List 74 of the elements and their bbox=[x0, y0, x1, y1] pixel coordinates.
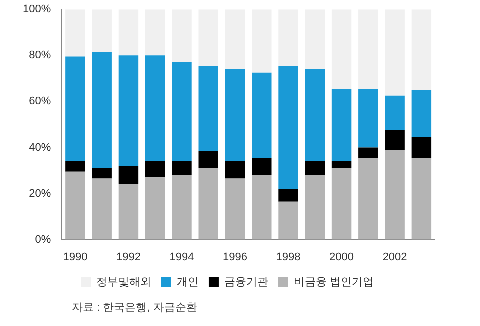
bar bbox=[225, 178, 246, 240]
bar bbox=[278, 10, 298, 66]
bar bbox=[385, 96, 405, 130]
x-tick-label: 1990 bbox=[63, 251, 88, 264]
x-tick-label: 1992 bbox=[116, 251, 141, 264]
bar bbox=[145, 178, 166, 240]
bar bbox=[66, 56, 86, 162]
bar bbox=[385, 130, 405, 150]
bar bbox=[225, 162, 246, 179]
bar bbox=[305, 10, 326, 70]
x-tick-label: 1998 bbox=[276, 251, 301, 264]
bar bbox=[225, 69, 246, 162]
bar bbox=[412, 10, 432, 90]
bar bbox=[278, 202, 298, 240]
bar bbox=[198, 168, 218, 240]
bar bbox=[305, 69, 326, 162]
bar bbox=[385, 10, 405, 96]
bar bbox=[118, 56, 139, 166]
text: 자료 : 한국은행, 자금순환 bbox=[72, 301, 198, 315]
bar bbox=[358, 148, 378, 158]
bar bbox=[305, 162, 326, 176]
bar bbox=[305, 175, 326, 240]
bar bbox=[332, 10, 352, 90]
bar bbox=[145, 56, 166, 162]
y-tick-label: 100% bbox=[22, 4, 52, 16]
x-tick-label: 1994 bbox=[170, 251, 194, 264]
y-tick-label: 20% bbox=[29, 188, 52, 200]
bar bbox=[332, 162, 352, 168]
y-tick-label: 40% bbox=[29, 142, 52, 154]
bar bbox=[172, 10, 192, 63]
bar bbox=[198, 66, 218, 152]
bar bbox=[358, 10, 378, 90]
y-tick-label: 0% bbox=[35, 234, 52, 246]
bar bbox=[198, 151, 218, 168]
bar bbox=[252, 10, 272, 73]
bar bbox=[172, 162, 192, 176]
y-tick-label: 80% bbox=[29, 50, 52, 62]
bar bbox=[332, 168, 352, 240]
bar bbox=[172, 175, 192, 240]
bar bbox=[252, 175, 272, 240]
bar bbox=[92, 52, 112, 168]
bar bbox=[66, 162, 86, 172]
bar bbox=[198, 10, 218, 66]
bar bbox=[118, 184, 139, 240]
legend-label: 개인 bbox=[176, 276, 199, 289]
bar bbox=[278, 66, 298, 190]
bar bbox=[92, 168, 112, 179]
bar bbox=[358, 89, 378, 148]
bar bbox=[145, 162, 166, 178]
legend-label: 정부및해외 bbox=[96, 276, 152, 289]
y-tick-label: 60% bbox=[29, 96, 52, 108]
x-tick-label: 2002 bbox=[382, 251, 408, 264]
legend-label: 금융기관 bbox=[224, 276, 268, 289]
bar bbox=[118, 10, 139, 56]
bar bbox=[412, 137, 432, 158]
bar bbox=[66, 10, 86, 57]
bar bbox=[118, 166, 139, 185]
bar bbox=[252, 72, 272, 158]
x-tick-label: 1996 bbox=[223, 251, 248, 264]
bar bbox=[358, 158, 378, 240]
bar bbox=[92, 178, 112, 240]
x-tick-label: 2000 bbox=[330, 251, 354, 264]
bar bbox=[385, 150, 405, 240]
bar bbox=[412, 90, 432, 138]
bar bbox=[225, 10, 246, 70]
bar bbox=[66, 172, 86, 240]
bar bbox=[145, 10, 166, 56]
bar bbox=[412, 158, 432, 240]
bar bbox=[92, 10, 112, 52]
legend-label: 비금융 법인기업 bbox=[294, 276, 374, 289]
bar bbox=[172, 62, 192, 162]
bar bbox=[252, 158, 272, 176]
bar bbox=[332, 89, 352, 162]
bar bbox=[278, 189, 298, 202]
